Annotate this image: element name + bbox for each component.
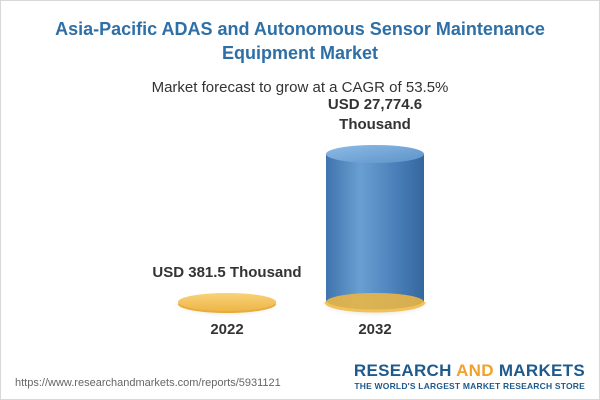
- bar-2022: [178, 293, 276, 311]
- data-label: USD 27,774.6: [328, 96, 422, 113]
- bar-top: [326, 145, 424, 163]
- source-url[interactable]: https://www.researchandmarkets.com/repor…: [15, 377, 281, 389]
- x-tick-label: 2022: [210, 321, 243, 338]
- chart-title: Asia-Pacific ADAS and Autonomous Sensor …: [55, 19, 545, 63]
- data-label: Thousand: [339, 116, 411, 133]
- data-label: USD 381.5 Thousand: [152, 264, 301, 281]
- brand-name: RESEARCH AND MARKETS: [354, 362, 585, 380]
- bar-base-edge: [324, 301, 426, 313]
- brand-logo: RESEARCH AND MARKETS THE WORLD'S LARGEST…: [354, 362, 585, 392]
- bar-base-rim: [326, 293, 424, 311]
- chart-subtitle: Market forecast to grow at a CAGR of 53.…: [151, 79, 449, 96]
- brand-word-research: RESEARCH: [353, 361, 457, 380]
- bar-2032: [326, 154, 424, 311]
- brand-tagline: THE WORLD'S LARGEST MARKET RESEARCH STOR…: [354, 381, 585, 391]
- x-tick-label: 2032: [358, 321, 391, 338]
- brand-word-and: AND: [456, 361, 494, 380]
- brand-word-markets: MARKETS: [493, 361, 585, 380]
